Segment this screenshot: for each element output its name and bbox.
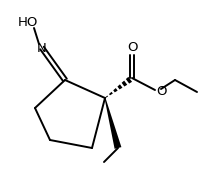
Text: O: O [156, 84, 166, 98]
Text: HO: HO [18, 15, 38, 29]
Polygon shape [104, 98, 121, 149]
Text: N: N [37, 41, 47, 55]
Polygon shape [122, 80, 127, 87]
Polygon shape [126, 77, 132, 84]
Polygon shape [109, 92, 113, 95]
Polygon shape [118, 84, 123, 89]
Text: O: O [127, 41, 137, 54]
Polygon shape [105, 95, 108, 98]
Polygon shape [113, 88, 118, 92]
